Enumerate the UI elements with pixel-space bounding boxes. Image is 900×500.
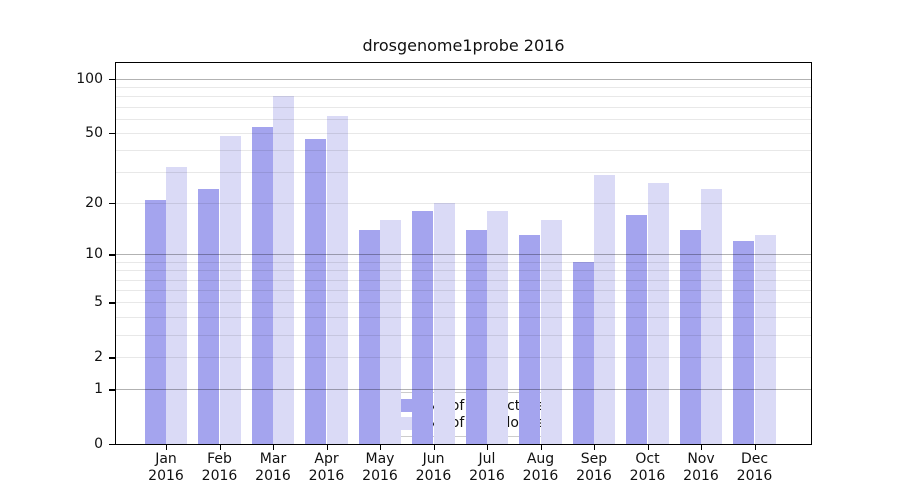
x-tick-year: 2016	[576, 468, 612, 485]
y-axis-tick	[109, 357, 115, 359]
y-tick-label: 10	[85, 246, 103, 263]
x-tick-month: Jun	[422, 451, 445, 468]
x-tick-label: Sep 2016	[562, 451, 626, 485]
x-axis-tick	[487, 445, 489, 451]
x-tick-month: Nov	[687, 451, 715, 468]
x-tick-month: Apr	[314, 451, 339, 468]
bar-distinct-ips	[626, 215, 648, 445]
x-tick-label: Aug 2016	[509, 451, 573, 485]
x-tick-month: May	[365, 451, 395, 468]
x-axis-tick	[701, 445, 703, 451]
x-tick-year: 2016	[736, 468, 773, 485]
x-tick-label: Dec 2016	[723, 451, 787, 485]
x-tick-year: 2016	[362, 468, 398, 485]
x-tick-label: Jan 2016	[134, 451, 198, 485]
y-tick-label: 0	[94, 436, 103, 453]
gridline-minor	[116, 87, 811, 89]
gridline-major	[116, 78, 811, 80]
y-axis-tick	[109, 302, 115, 304]
x-axis-tick	[647, 445, 649, 451]
y-axis-tick	[109, 254, 115, 256]
bar-downloads	[219, 136, 241, 445]
bar-downloads	[273, 96, 295, 445]
bar-downloads	[487, 211, 509, 445]
x-axis-tick	[433, 445, 435, 451]
x-tick-year: 2016	[148, 468, 184, 485]
x-axis-tick	[754, 445, 756, 451]
bar-downloads	[701, 189, 723, 445]
bar-downloads	[594, 175, 616, 445]
y-tick-label: 20	[85, 195, 103, 212]
bar-distinct-ips	[465, 229, 487, 445]
x-tick-month: Sep	[580, 451, 608, 468]
bar-distinct-ips	[198, 189, 220, 445]
x-tick-year: 2016	[308, 468, 345, 485]
gridline-minor	[116, 133, 811, 134]
bar-downloads	[647, 183, 669, 445]
y-tick-label: 2	[94, 349, 103, 366]
gridline-minor	[116, 118, 811, 120]
x-tick-month: Oct	[635, 451, 660, 468]
x-axis-tick	[273, 445, 275, 451]
y-tick-label: 100	[76, 70, 103, 87]
bar-downloads	[380, 219, 402, 445]
gridline-minor	[116, 96, 811, 98]
x-tick-label: May 2016	[348, 451, 412, 485]
x-tick-year: 2016	[415, 468, 452, 485]
x-tick-month: Aug	[526, 451, 555, 468]
bar-distinct-ips	[305, 139, 327, 445]
bar-downloads	[326, 116, 348, 445]
gridline-minor	[116, 106, 811, 108]
x-tick-month: Jan	[155, 451, 177, 468]
bar-distinct-ips	[251, 127, 273, 445]
y-tick-label: 5	[94, 294, 103, 311]
x-tick-label: Mar 2016	[241, 451, 305, 485]
x-tick-year: 2016	[683, 468, 719, 485]
x-tick-year: 2016	[255, 468, 291, 485]
x-tick-year: 2016	[629, 468, 666, 485]
bar-downloads	[754, 235, 776, 445]
x-tick-month: Jul	[478, 451, 496, 468]
bar-distinct-ips	[519, 235, 541, 445]
x-tick-month: Feb	[207, 451, 232, 468]
x-tick-label: Jul 2016	[455, 451, 519, 485]
y-axis-tick	[109, 133, 115, 135]
bar-downloads	[540, 219, 562, 445]
bar-downloads	[166, 167, 188, 445]
x-axis-tick	[594, 445, 596, 451]
bar-distinct-ips	[733, 241, 755, 445]
x-tick-month: Mar	[259, 451, 287, 468]
x-tick-label: Feb 2016	[188, 451, 252, 485]
y-axis-tick	[109, 203, 115, 205]
x-axis-tick	[219, 445, 221, 451]
y-axis-tick	[109, 444, 115, 446]
chart-title: drosgenome1probe 2016	[362, 36, 565, 55]
bar-downloads	[433, 203, 455, 445]
x-tick-label: Jun 2016	[402, 451, 466, 485]
y-axis-tick	[109, 389, 115, 391]
bar-distinct-ips	[144, 199, 166, 445]
x-axis-tick	[326, 445, 328, 451]
y-axis-tick	[109, 78, 115, 81]
y-tick-label: 1	[94, 381, 103, 398]
x-tick-year: 2016	[522, 468, 559, 485]
x-axis-tick	[540, 445, 542, 451]
bar-distinct-ips	[358, 229, 380, 445]
x-tick-year: 2016	[469, 468, 505, 485]
x-tick-label: Apr 2016	[295, 451, 359, 485]
bar-distinct-ips	[412, 211, 434, 445]
x-tick-year: 2016	[201, 468, 238, 485]
x-axis-tick	[166, 445, 168, 451]
y-tick-label: 50	[85, 125, 103, 141]
bar-distinct-ips	[572, 262, 594, 445]
x-axis-tick	[380, 445, 382, 451]
x-tick-month: Dec	[740, 451, 769, 468]
x-tick-label: Nov 2016	[669, 451, 733, 485]
bar-distinct-ips	[679, 229, 701, 445]
x-tick-label: Oct 2016	[616, 451, 680, 485]
